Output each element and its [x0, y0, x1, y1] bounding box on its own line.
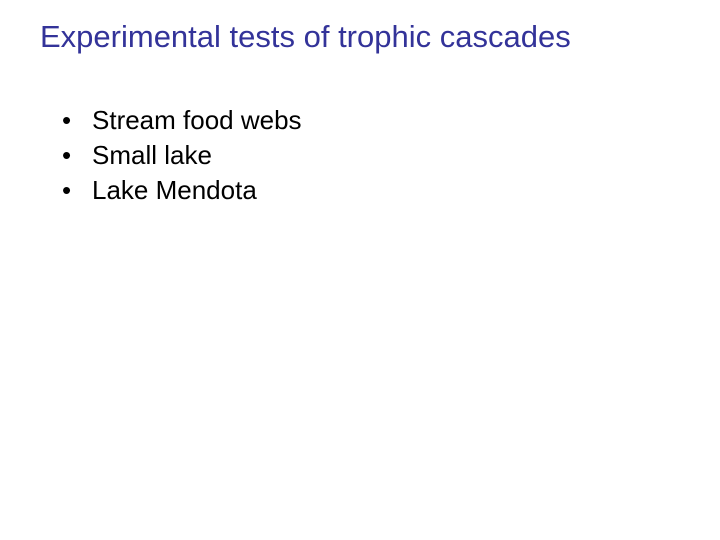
slide-title: Experimental tests of trophic cascades	[40, 18, 680, 55]
list-item: Small lake	[62, 138, 680, 173]
list-item: Lake Mendota	[62, 173, 680, 208]
slide-container: Experimental tests of trophic cascades S…	[0, 0, 720, 540]
bullet-list: Stream food webs Small lake Lake Mendota	[40, 103, 680, 208]
list-item: Stream food webs	[62, 103, 680, 138]
